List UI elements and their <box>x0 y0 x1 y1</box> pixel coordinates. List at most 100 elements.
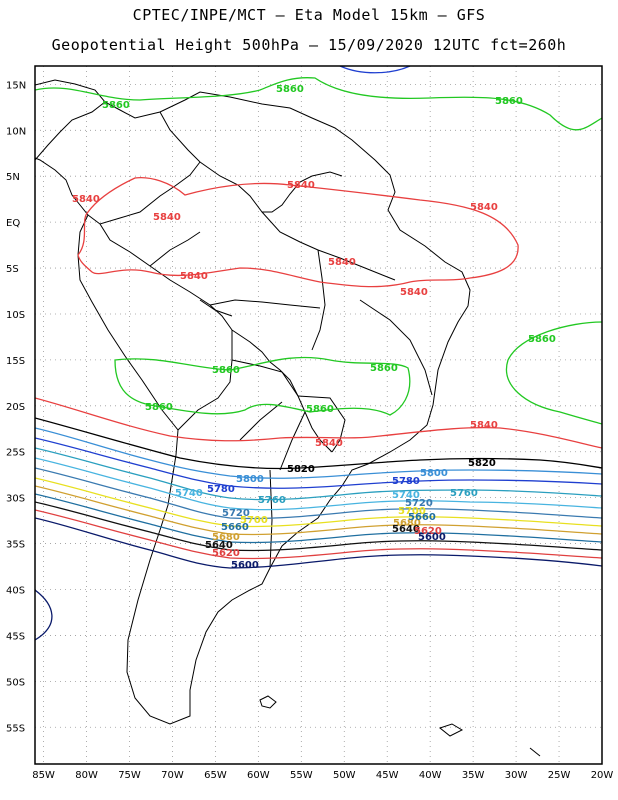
label-5620-b: 5620 <box>414 526 442 537</box>
label-5840-g: 5840 <box>400 287 428 298</box>
contour-5620 <box>35 509 602 560</box>
label-5740-b: 5740 <box>392 490 420 501</box>
lat-tick-label: 5S <box>6 264 19 275</box>
lat-tick-label: 20S <box>6 402 25 413</box>
contour-5820 <box>35 417 602 470</box>
lon-tick-label: 20W <box>591 770 614 781</box>
label-5860-d: 5860 <box>528 334 556 345</box>
contour-labels: 5860 5860 5860 5860 5860 5860 5860 5860 … <box>72 84 556 571</box>
contour-5600-low <box>35 589 53 641</box>
lon-tick-label: 30W <box>505 770 528 781</box>
islands <box>259 695 541 757</box>
longitude-labels: 85W 80W 75W 70W 65W 60W 55W 50W 45W 40W 35W 30W 25W 2… <box>32 770 613 781</box>
lat-tick-label: 40S <box>6 586 25 597</box>
label-5780-b: 5780 <box>392 476 420 487</box>
map-frame <box>34 65 603 765</box>
label-5840-a: 5840 <box>72 194 100 205</box>
label-5720-a: 5720 <box>222 508 250 519</box>
contour-5680 <box>35 485 602 536</box>
label-5760-a: 5760 <box>258 495 286 506</box>
label-5840-i: 5840 <box>315 438 343 449</box>
contour-lines <box>35 66 602 641</box>
contour-5660 <box>35 493 602 544</box>
label-5680-a: 5680 <box>212 532 240 543</box>
label-5680-b: 5680 <box>393 518 421 529</box>
lat-tick-label: 35S <box>6 540 25 551</box>
lon-tick-label: 80W <box>75 770 98 781</box>
label-5860-a: 5860 <box>102 100 130 111</box>
contour-5780 <box>35 437 602 489</box>
label-5620-a: 5620 <box>212 548 240 559</box>
lat-tick-label: 25S <box>6 448 25 459</box>
lat-tick-label: 45S <box>6 631 25 642</box>
graticule <box>35 66 603 764</box>
label-5860-g: 5860 <box>145 402 173 413</box>
contour-5860 <box>35 77 602 131</box>
lon-tick-label: 55W <box>290 770 313 781</box>
lon-tick-label: 45W <box>376 770 399 781</box>
contour-5840-south <box>35 397 602 449</box>
contour-top <box>339 66 411 74</box>
contour-5740 <box>35 457 602 511</box>
contour-5860-east <box>505 321 602 425</box>
label-5860-e: 5860 <box>212 365 240 376</box>
lon-tick-label: 60W <box>247 770 270 781</box>
label-5740-a: 5740 <box>175 488 203 499</box>
label-5840-e: 5840 <box>328 257 356 268</box>
label-5840-b: 5840 <box>287 180 315 191</box>
latitude-labels: 15N 10N 5N EQ 5S 10S 15S 20S 25S 30S 35S 40S 45S 50S 5… <box>6 80 26 734</box>
label-5780-a: 5780 <box>207 484 235 495</box>
label-5800-b: 5800 <box>236 474 264 485</box>
lon-tick-label: 85W <box>32 770 55 781</box>
coastline <box>35 79 471 725</box>
contour-5760 <box>35 447 602 501</box>
contour-5640 <box>35 501 602 552</box>
lon-tick-label: 65W <box>204 770 227 781</box>
chart-subtitle: Geopotential Height 500hPa – 15/09/2020 … <box>51 36 567 54</box>
lon-tick-label: 70W <box>161 770 184 781</box>
label-5820-b: 5820 <box>468 458 496 469</box>
lat-tick-label: 15N <box>6 80 26 91</box>
label-5700-b: 5700 <box>398 506 426 517</box>
label-5600-a: 5600 <box>231 560 259 571</box>
lat-tick-label: 10S <box>6 310 25 321</box>
label-5800-a: 5800 <box>420 468 448 479</box>
lat-tick-label: 10N <box>6 126 26 137</box>
label-5840-h: 5840 <box>470 420 498 431</box>
label-5840-c: 5840 <box>470 202 498 213</box>
contour-5860-south <box>114 356 411 416</box>
lon-tick-label: 35W <box>462 770 485 781</box>
label-5860-b: 5860 <box>276 84 304 95</box>
contour-5800 <box>35 427 602 479</box>
label-5840-f: 5840 <box>180 271 208 282</box>
label-5640-b: 5640 <box>392 524 420 535</box>
lat-tick-label: 55S <box>6 723 25 734</box>
label-5760-b: 5760 <box>450 488 478 499</box>
contour-5840-north <box>77 176 519 288</box>
lat-tick-label: 15S <box>6 356 25 367</box>
lon-tick-label: 40W <box>419 770 442 781</box>
lon-tick-label: 50W <box>333 770 356 781</box>
label-5660-a: 5660 <box>221 522 249 533</box>
label-5860-f: 5860 <box>370 363 398 374</box>
label-5640-a: 5640 <box>205 540 233 551</box>
label-5660-b: 5660 <box>408 512 436 523</box>
contour-5700 <box>35 477 602 528</box>
lon-tick-label: 25W <box>548 770 571 781</box>
contour-5600 <box>35 517 602 569</box>
lon-tick-label: 75W <box>118 770 141 781</box>
label-5600-b: 5600 <box>418 532 446 543</box>
label-5720-b: 5720 <box>405 498 433 509</box>
chart-title: CPTEC/INPE/MCT – Eta Model 15km – GFS <box>132 6 486 24</box>
label-5860-h: 5860 <box>306 404 334 415</box>
lat-tick-label: 5N <box>6 172 20 183</box>
lat-tick-label: 50S <box>6 677 25 688</box>
label-5860-c: 5860 <box>495 96 523 107</box>
lat-tick-label: 30S <box>6 494 25 505</box>
label-5840-d: 5840 <box>153 212 181 223</box>
lat-tick-label: EQ <box>6 218 20 229</box>
contour-5720 <box>35 467 602 520</box>
label-5700-a: 5700 <box>240 515 268 526</box>
label-5820-a: 5820 <box>287 464 315 475</box>
